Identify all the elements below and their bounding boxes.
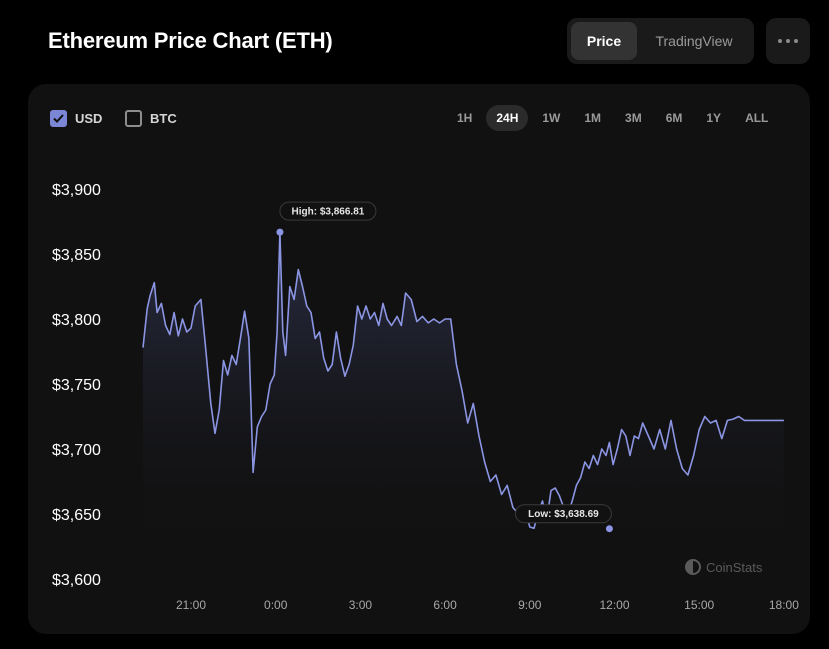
more-dots-icon [778, 39, 782, 43]
x-tick-label: 12:00 [599, 598, 629, 612]
x-tick-label: 6:00 [433, 598, 457, 612]
usd-label: USD [75, 111, 103, 126]
price-line [142, 231, 784, 530]
x-tick-label: 15:00 [684, 598, 714, 612]
range-3m[interactable]: 3M [625, 111, 642, 125]
range-all[interactable]: ALL [745, 111, 769, 125]
usd-checkbox[interactable]: USD [50, 110, 102, 127]
range-selector: 1H 24H 1W 1M 3M 6M 1Y ALL [447, 105, 778, 131]
btc-label: BTC [150, 111, 177, 126]
tab-price[interactable]: Price [571, 22, 637, 60]
y-tick-label: $3,600 [52, 572, 101, 589]
watermark-text: CoinStats [706, 560, 763, 575]
y-tick-label: $3,850 [52, 247, 101, 264]
view-toggle: Price TradingView [567, 18, 754, 64]
tab-tradingview[interactable]: TradingView [655, 33, 733, 49]
range-24h[interactable]: 24H [486, 105, 529, 131]
y-tick-label: $3,750 [52, 377, 101, 394]
more-options-button[interactable] [766, 18, 810, 64]
range-1y[interactable]: 1Y [706, 111, 722, 125]
y-tick-label: $3,700 [52, 442, 101, 459]
checkbox-checked-icon [50, 110, 67, 127]
x-tick-label: 0:00 [264, 598, 288, 612]
high-label: High: $3,866.81 [292, 207, 365, 218]
y-tick-label: $3,650 [52, 507, 101, 524]
btc-checkbox[interactable]: BTC [125, 110, 177, 127]
x-tick-label: 18:00 [769, 598, 799, 612]
x-tick-label: 21:00 [176, 598, 206, 612]
x-tick-label: 3:00 [349, 598, 373, 612]
x-tick-label: 9:00 [518, 598, 542, 612]
price-area [143, 231, 784, 559]
low-marker: Low: $3,638.69 [514, 504, 613, 533]
range-1m[interactable]: 1M [584, 111, 602, 125]
high-marker: High: $3,866.81 [276, 201, 377, 236]
range-1w[interactable]: 1W [542, 111, 561, 125]
y-tick-label: $3,900 [52, 182, 101, 199]
checkbox-unchecked-icon [125, 110, 142, 127]
low-label: Low: $3,638.69 [528, 509, 599, 520]
coinstats-watermark: CoinStats [685, 559, 763, 575]
range-6m[interactable]: 6M [665, 111, 683, 125]
low-point [605, 525, 613, 533]
page-title: Ethereum Price Chart (ETH) [48, 28, 333, 53]
range-1h[interactable]: 1H [457, 111, 473, 125]
high-point [276, 228, 284, 236]
y-tick-label: $3,800 [52, 312, 101, 329]
